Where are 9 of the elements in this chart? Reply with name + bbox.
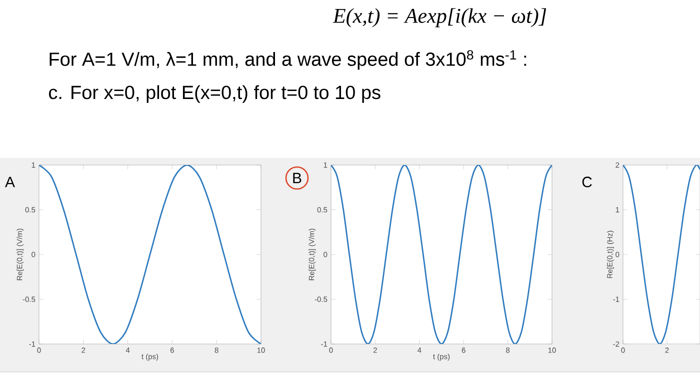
line-series — [39, 165, 262, 344]
chart-title: B — [293, 172, 302, 184]
text: c. For x=0, plot E(x=0,t) for t=0 to 10 ps — [49, 85, 380, 103]
text: E(x,t) = Aexp[i(kx − ωt)] — [332, 8, 546, 28]
text: For A=1 V/m, λ=1 mm, and a wave speed of 3x10$^{8}$ ms$^{-1}$ : — [50, 50, 526, 70]
line-series — [623, 165, 700, 344]
text: A — [5, 176, 15, 188]
text: C — [582, 176, 592, 188]
line-series — [331, 165, 552, 344]
